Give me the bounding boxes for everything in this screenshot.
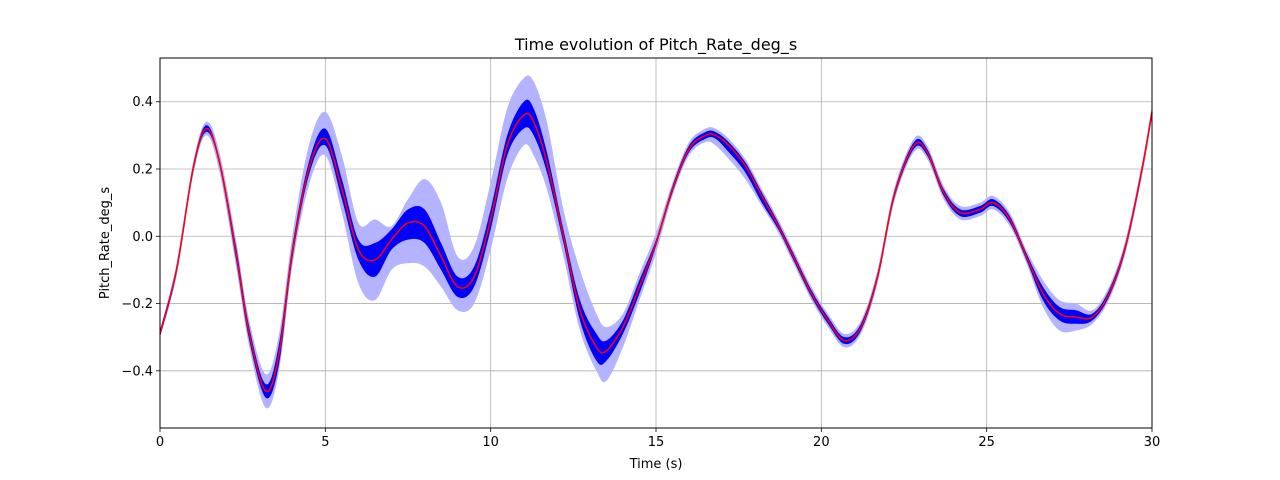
grid-lines — [159, 58, 1153, 428]
y-axis-label: Pitch_Rate_deg_s — [98, 187, 113, 299]
chart-title: Time evolution of Pitch_Rate_deg_s — [514, 35, 797, 55]
x-tick-label: 15 — [648, 435, 665, 450]
mean-series-line — [159, 111, 1153, 393]
y-axis-ticks: −0.4 −0.2 0.0 0.2 0.4 — [121, 95, 160, 379]
x-axis-label: Time (s) — [629, 457, 683, 472]
x-tick-label: 20 — [813, 435, 830, 450]
y-tick-label: 0.2 — [132, 163, 153, 178]
x-axis-ticks: 0 5 10 15 20 25 30 — [156, 428, 1160, 450]
plot-area — [159, 75, 1153, 409]
x-tick-label: 5 — [321, 435, 329, 450]
x-tick-label: 25 — [978, 435, 995, 450]
x-tick-label: 0 — [156, 435, 164, 450]
y-tick-label: 0.4 — [132, 95, 153, 110]
y-tick-label: 0.0 — [132, 230, 153, 245]
x-tick-label: 10 — [482, 435, 499, 450]
y-tick-label: −0.4 — [121, 364, 153, 379]
y-tick-label: −0.2 — [121, 297, 153, 312]
x-tick-label: 30 — [1144, 435, 1161, 450]
